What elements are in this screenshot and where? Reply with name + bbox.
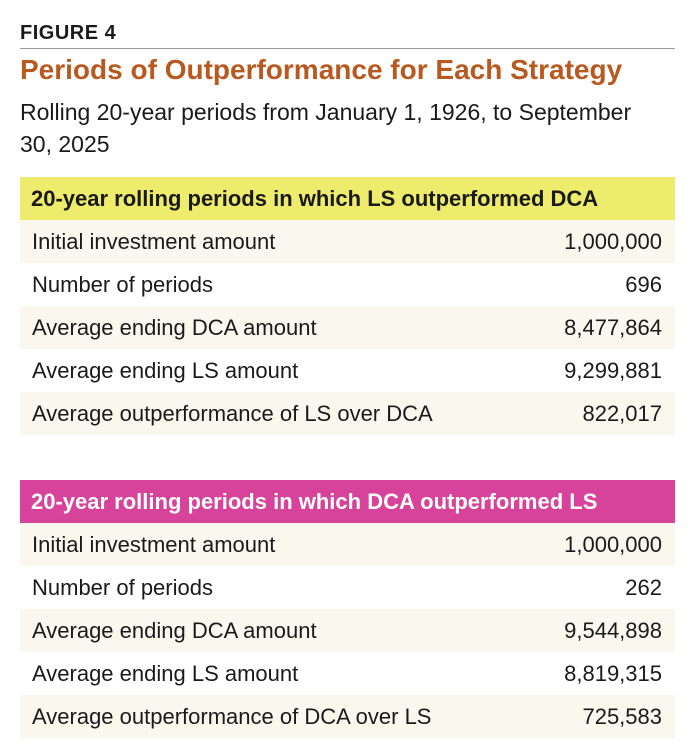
table-row: Average ending LS amount 8,819,315 xyxy=(20,652,675,695)
row-label: Number of periods xyxy=(32,272,213,297)
table-header: 20-year rolling periods in which LS outp… xyxy=(20,177,675,220)
row-value: 1,000,000 xyxy=(564,229,662,254)
row-value: 9,299,881 xyxy=(564,358,662,383)
table-dca-outperformed: 20-year rolling periods in which DCA out… xyxy=(20,480,675,738)
row-label: Average ending DCA amount xyxy=(32,315,317,340)
table-row: Number of periods 262 xyxy=(20,566,675,609)
table-row: Average ending DCA amount 9,544,898 xyxy=(20,609,675,652)
row-value: 8,819,315 xyxy=(564,661,662,686)
table-header: 20-year rolling periods in which DCA out… xyxy=(20,480,675,523)
row-value: 262 xyxy=(625,575,662,600)
row-value: 9,544,898 xyxy=(564,618,662,643)
table-ls-outperformed: 20-year rolling periods in which LS outp… xyxy=(20,177,675,435)
figure-subtitle: Rolling 20-year periods from January 1, … xyxy=(20,99,632,157)
row-label: Average ending DCA amount xyxy=(32,618,317,643)
row-label: Average ending LS amount xyxy=(32,358,299,383)
row-label: Average outperformance of DCA over LS xyxy=(32,704,432,729)
table-row: Average ending LS amount 9,299,881 xyxy=(20,349,675,392)
row-label: Initial investment amount xyxy=(32,229,276,254)
row-value: 696 xyxy=(625,272,662,297)
table-row: Average ending DCA amount 8,477,864 xyxy=(20,306,675,349)
table-row: Average outperformance of DCA over LS 72… xyxy=(20,695,675,738)
header-divider xyxy=(20,48,675,49)
row-value: 822,017 xyxy=(582,401,662,426)
row-label: Number of periods xyxy=(32,575,213,600)
figure-label: FIGURE 4 xyxy=(20,22,117,44)
row-value: 725,583 xyxy=(582,704,662,729)
row-value: 8,477,864 xyxy=(564,315,662,340)
table-row: Average outperformance of LS over DCA 82… xyxy=(20,392,675,435)
table-row: Number of periods 696 xyxy=(20,263,675,306)
figure-title: Periods of Outperformance for Each Strat… xyxy=(20,54,623,85)
table-row: Initial investment amount 1,000,000 xyxy=(20,220,675,263)
row-value: 1,000,000 xyxy=(564,532,662,557)
table-row: Initial investment amount 1,000,000 xyxy=(20,523,675,566)
row-label: Average ending LS amount xyxy=(32,661,299,686)
row-label: Average outperformance of LS over DCA xyxy=(32,401,433,426)
row-label: Initial investment amount xyxy=(32,532,276,557)
